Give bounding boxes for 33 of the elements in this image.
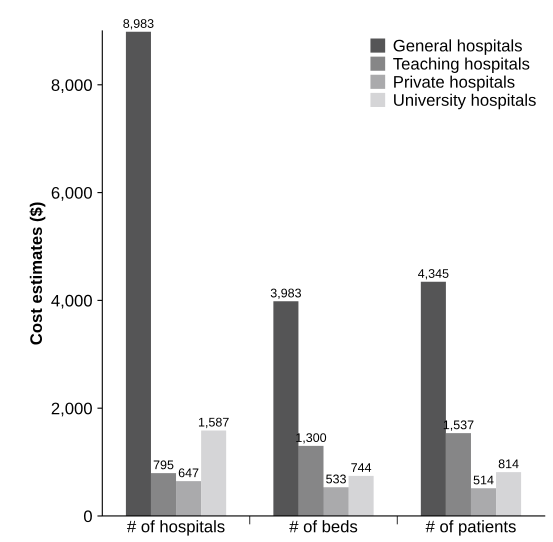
data-label: 814 [498, 459, 519, 468]
legend-label: University hospitals [394, 94, 536, 110]
data-label: 1,587 [198, 418, 229, 428]
bar [446, 433, 471, 516]
legend-label: General hospitals [394, 39, 522, 55]
y-tick-label: 6,000 [52, 186, 92, 201]
y-tick-label: 0 [84, 510, 92, 522]
y-tick-label: 4,000 [51, 294, 92, 309]
x-tick-label: # of hospitals [127, 520, 225, 536]
bar [348, 476, 374, 516]
data-label: 4,345 [418, 269, 448, 280]
data-label: 533 [326, 474, 346, 484]
bar [126, 32, 151, 516]
x-tick-label: # of patients [426, 520, 516, 536]
bar [496, 472, 522, 516]
data-label: 744 [351, 463, 372, 472]
bar [324, 487, 349, 516]
data-label: 3,983 [270, 288, 301, 299]
bar [201, 430, 226, 516]
legend-label: Private hospitals [394, 76, 514, 92]
x-tick-label: # of beds [289, 520, 358, 532]
y-tick-label: 8,000 [52, 79, 92, 93]
y-axis-title: Cost estimates ($) [29, 202, 46, 345]
data-label: 795 [154, 460, 174, 470]
bar [176, 481, 202, 516]
data-label: 647 [178, 468, 198, 478]
data-label: 514 [474, 476, 494, 484]
bar [470, 488, 496, 516]
bar [150, 473, 176, 516]
data-label: 8,983 [123, 19, 154, 30]
legend-label: Teaching hospitals [393, 57, 530, 73]
bar [298, 446, 324, 516]
y-tick-label: 2,000 [52, 402, 92, 416]
